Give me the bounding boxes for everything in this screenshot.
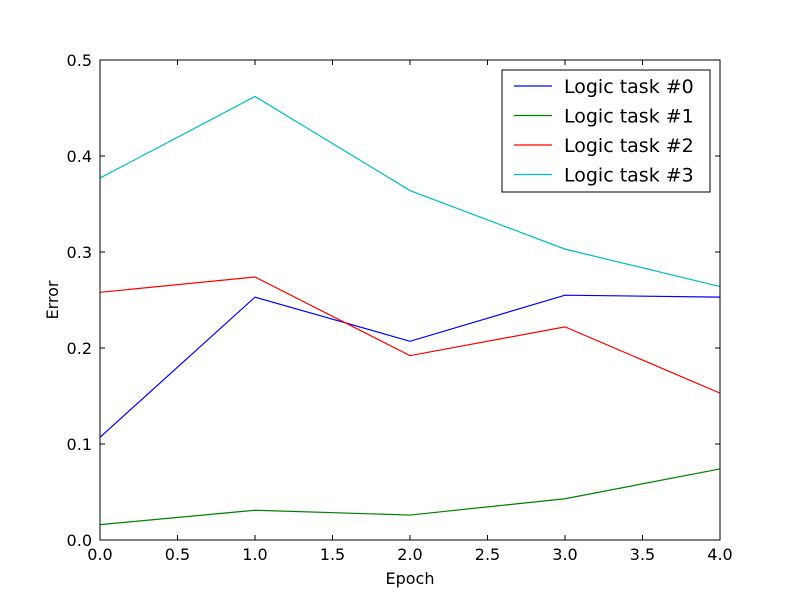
x-tick-label: 1.5 bbox=[320, 545, 345, 564]
y-tick-label: 0.3 bbox=[67, 243, 92, 262]
series-line-1 bbox=[99, 468, 721, 526]
y-tick-label: 0.0 bbox=[67, 531, 92, 550]
x-tick-label: 2.5 bbox=[475, 545, 500, 564]
series-line-3 bbox=[99, 95, 721, 288]
legend-label-1: Logic task #1 bbox=[564, 106, 694, 128]
legend-box bbox=[501, 69, 711, 193]
legend-label-3: Logic task #3 bbox=[564, 165, 694, 187]
x-tick-label: 1.0 bbox=[242, 545, 267, 564]
ticks-layer: 0.0 0.5 1.0 1.5 2.0 2.5 3.0 3.5 4.0 0.0 0.1 0.2 0.3 0… bbox=[67, 51, 733, 564]
x-tick-label: 3.5 bbox=[630, 545, 655, 564]
legend-label-2: Logic task #2 bbox=[564, 135, 694, 157]
x-tick-label: 3.0 bbox=[552, 545, 577, 564]
legend: Logic task #0 Logic task #1 Logic task #2 L… bbox=[501, 69, 711, 193]
x-tick-label: 4.0 bbox=[707, 545, 732, 564]
x-tick-label: 0.0 bbox=[87, 545, 112, 564]
x-axis-label: Epoch bbox=[386, 569, 435, 588]
x-tick-label: 0.5 bbox=[165, 545, 190, 564]
y-axis-label: Error bbox=[43, 280, 62, 319]
y-tick-label: 0.4 bbox=[67, 147, 92, 166]
series-line-0 bbox=[99, 294, 721, 438]
y-tick-label: 0.1 bbox=[67, 435, 92, 454]
y-tick-label: 0.5 bbox=[67, 51, 92, 70]
series-line-2 bbox=[99, 276, 721, 394]
series-layer bbox=[99, 95, 721, 526]
x-tick-label: 2.0 bbox=[397, 545, 422, 564]
y-tick-label: 0.2 bbox=[67, 339, 92, 358]
legend-label-0: Logic task #0 bbox=[564, 76, 694, 98]
